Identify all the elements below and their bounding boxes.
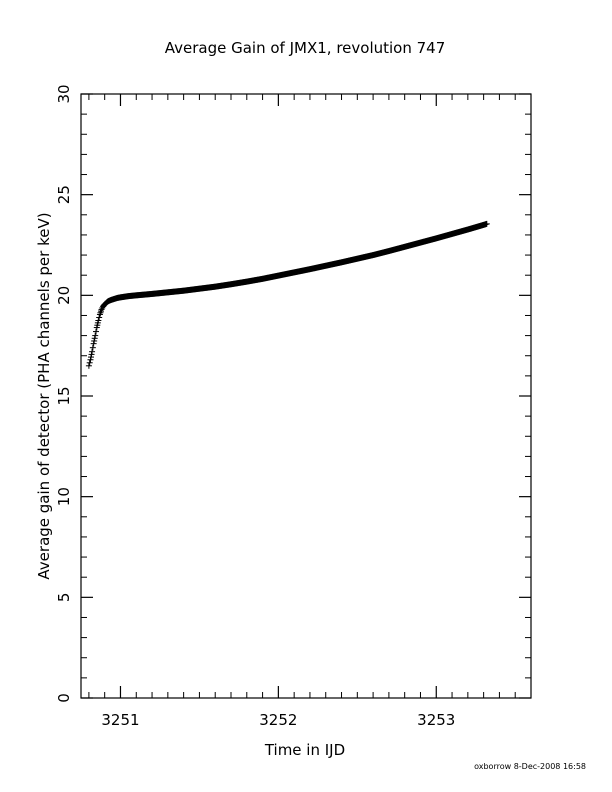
data-point xyxy=(93,328,99,335)
y-tick-label: 10 xyxy=(55,487,73,506)
y-tick-label: 30 xyxy=(55,84,73,103)
y-tick-label: 25 xyxy=(55,185,73,204)
data-point xyxy=(91,337,98,344)
data-point xyxy=(90,340,97,347)
y-tick-label: 0 xyxy=(55,693,73,703)
data-point xyxy=(87,356,94,363)
major-ticks xyxy=(81,93,531,699)
data-point xyxy=(89,348,96,355)
x-tick-label: 3253 xyxy=(417,711,455,729)
x-tick-label: 3252 xyxy=(259,711,297,729)
data-point xyxy=(88,351,95,358)
data-point xyxy=(88,354,94,361)
x-tick-labels: 3251 3252 3253 xyxy=(101,711,455,729)
x-axis-label: Time in IJD xyxy=(264,741,345,759)
x-tick-label: 3251 xyxy=(101,711,139,729)
y-tick-label: 15 xyxy=(55,386,73,405)
y-tick-label: 5 xyxy=(55,593,73,603)
footer-stamp: oxborrow 8-Dec-2008 16:58 xyxy=(474,762,586,771)
minor-ticks xyxy=(81,94,532,698)
y-tick-label: 20 xyxy=(55,286,73,305)
chart-title: Average Gain of JMX1, revolution 747 xyxy=(165,39,446,57)
data-point xyxy=(95,317,102,324)
y-axis-label: Average gain of detector (PHA channels p… xyxy=(35,212,53,579)
data-point xyxy=(483,220,490,227)
data-point xyxy=(96,314,103,321)
data-point xyxy=(85,362,92,369)
data-point xyxy=(91,335,98,342)
y-tick-labels: 0 5 10 15 20 25 30 xyxy=(55,84,73,702)
plot-frame xyxy=(80,93,532,699)
data-point xyxy=(86,359,93,366)
data-points xyxy=(85,220,490,369)
data-point xyxy=(89,344,96,351)
data-point xyxy=(92,332,99,339)
